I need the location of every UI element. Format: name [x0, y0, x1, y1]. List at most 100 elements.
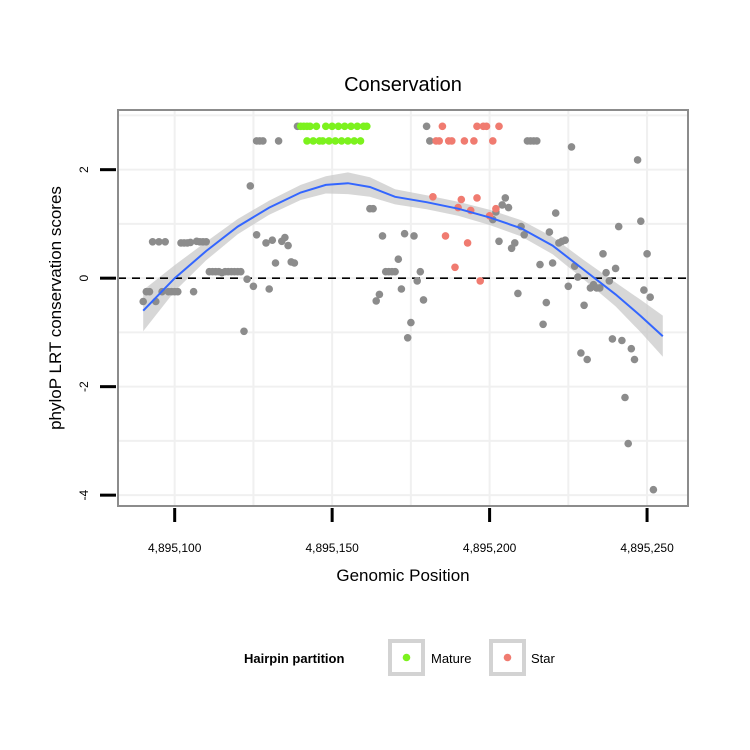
data-point-other — [627, 344, 636, 353]
legend-item-mature: Mature — [388, 639, 471, 676]
data-point-other — [265, 285, 274, 293]
data-point-other — [596, 284, 604, 292]
data-point-other — [498, 201, 507, 209]
data-point-other — [174, 287, 182, 296]
data-point-mature — [306, 122, 314, 131]
data-point-other — [551, 209, 560, 217]
smooth-trend-line — [142, 182, 664, 337]
data-point-other — [504, 203, 513, 212]
y-tick-label: -2 — [77, 381, 91, 392]
data-point-star — [435, 137, 444, 145]
data-point-star — [451, 263, 459, 272]
data-point-other — [633, 156, 642, 164]
data-point-other — [284, 241, 292, 250]
x-tick-label: 4,895,100 — [148, 541, 202, 555]
data-point-other — [611, 264, 620, 273]
data-point-other — [189, 287, 198, 296]
data-point-other — [369, 204, 377, 213]
data-point-other — [243, 275, 251, 284]
y-tick-label: 2 — [77, 166, 91, 173]
data-point-other — [426, 137, 434, 145]
data-point-mature — [322, 122, 330, 131]
legend: Hairpin partition Mature Star — [244, 639, 556, 676]
data-point-other — [268, 236, 277, 244]
data-point-other — [290, 259, 299, 267]
data-point-other — [533, 137, 541, 145]
data-point-other — [274, 137, 283, 145]
data-point-other — [640, 286, 648, 294]
plot-panel — [117, 109, 689, 507]
data-point-other — [237, 267, 245, 276]
data-point-other — [139, 297, 147, 306]
data-point-mature — [347, 122, 355, 131]
data-point-other — [637, 217, 645, 225]
data-point-other — [378, 232, 387, 240]
legend-title: Hairpin partition — [244, 651, 344, 666]
data-point-mature — [309, 137, 318, 145]
x-tick-label: 4,895,150 — [305, 541, 359, 555]
data-point-other — [536, 260, 544, 269]
data-point-star — [495, 122, 503, 131]
data-point-other — [161, 238, 169, 246]
data-point-mature — [331, 137, 340, 145]
data-point-mature — [337, 137, 346, 145]
x-axis-title: Genomic Position — [336, 566, 469, 585]
data-point-other — [416, 267, 425, 276]
data-point-other — [186, 238, 195, 247]
data-point-other — [501, 194, 510, 202]
legend-item-star: Star — [489, 639, 556, 676]
data-point-mature — [334, 122, 343, 131]
data-point-mature — [353, 122, 362, 131]
data-point-other — [614, 222, 623, 231]
data-point-mature — [312, 122, 321, 131]
data-point-star — [482, 122, 491, 131]
legend-marker-star — [503, 653, 512, 662]
data-point-other — [564, 282, 573, 291]
data-point-other — [624, 439, 632, 448]
data-point-other — [574, 273, 582, 281]
data-point-star — [476, 277, 485, 285]
data-point-other — [520, 231, 528, 239]
legend-marker-mature — [402, 653, 411, 662]
data-point-other — [403, 334, 412, 342]
chart-title: Conservation — [344, 74, 462, 96]
data-point-other — [391, 267, 399, 276]
data-point-other — [542, 298, 551, 307]
data-point-mature — [350, 137, 359, 145]
data-point-other — [602, 268, 610, 277]
data-point-other — [649, 485, 658, 494]
data-point-star — [441, 232, 450, 240]
data-point-other — [155, 238, 163, 246]
data-point-other — [583, 355, 591, 364]
data-point-other — [145, 287, 154, 296]
data-point-other — [580, 301, 588, 310]
y-axis-title: phyloP LRT conservation scores — [46, 186, 65, 430]
data-point-star — [448, 137, 456, 145]
data-point-other — [202, 238, 210, 246]
data-point-other — [375, 290, 384, 299]
y-tick-label: -4 — [77, 490, 91, 501]
data-point-mature — [344, 137, 352, 145]
data-point-star — [489, 137, 497, 145]
y-tick-label: 0 — [77, 275, 91, 282]
data-point-other — [539, 320, 547, 329]
data-point-other — [252, 231, 261, 239]
data-point-other — [281, 233, 289, 242]
data-point-other — [259, 137, 267, 145]
data-point-other — [246, 182, 255, 190]
data-point-other — [148, 238, 157, 246]
data-point-star — [457, 195, 466, 204]
data-point-other — [271, 259, 280, 267]
data-point-mature — [318, 137, 327, 145]
data-point-other — [643, 250, 651, 258]
data-point-other — [397, 285, 406, 293]
x-tick-label: 4,895,200 — [463, 541, 517, 555]
data-point-other — [630, 355, 639, 364]
data-point-star — [438, 122, 447, 131]
data-point-other — [372, 297, 381, 305]
data-point-star — [429, 193, 437, 201]
data-point-other — [419, 296, 428, 304]
data-point-other — [621, 393, 629, 402]
x-tick-label: 4,895,250 — [620, 541, 674, 555]
x-axis: 4,895,100 4,895,150 4,895,200 4,895,250 — [148, 508, 674, 555]
